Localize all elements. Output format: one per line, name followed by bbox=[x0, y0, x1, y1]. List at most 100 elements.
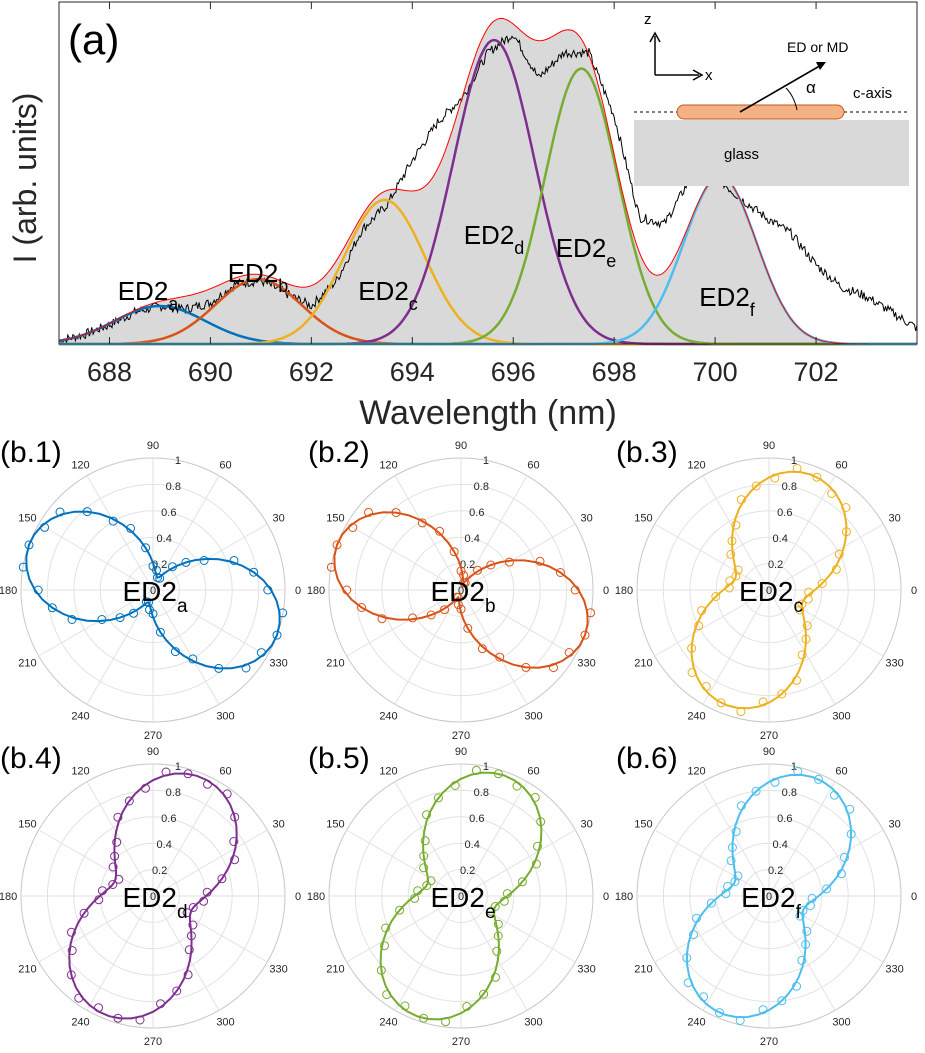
x-tick-label: 698 bbox=[592, 357, 637, 387]
x-tick-label: 702 bbox=[794, 357, 839, 387]
polar-data-point bbox=[183, 769, 193, 779]
polar-data-point bbox=[758, 1005, 768, 1015]
angular-grid bbox=[768, 589, 884, 657]
polar-data-point bbox=[110, 851, 120, 861]
polar-data-point bbox=[422, 810, 431, 820]
polar-data-point bbox=[153, 573, 162, 583]
angle-arc bbox=[785, 87, 798, 111]
angle-tick-label: 270 bbox=[452, 730, 470, 742]
angle-tick-label: 300 bbox=[832, 711, 850, 723]
angle-tick-label: 150 bbox=[18, 513, 36, 525]
polar-data-point bbox=[687, 643, 697, 653]
polar-data-point bbox=[837, 869, 846, 879]
angle-tick-label: 270 bbox=[144, 730, 162, 742]
radial-tick-label: 1 bbox=[791, 455, 797, 467]
polar-data-point bbox=[570, 585, 580, 595]
polar-name-c-subscript: c bbox=[793, 596, 803, 617]
angle-tick-label: 210 bbox=[326, 658, 344, 670]
polar-name-e-base: ED2 bbox=[430, 882, 484, 913]
radial-tick-label: 1 bbox=[483, 761, 489, 773]
polar-data-point bbox=[380, 941, 389, 951]
polar-data-point bbox=[377, 614, 387, 624]
polar-data-point bbox=[697, 606, 707, 616]
polar-data-point bbox=[67, 615, 77, 624]
polar-name-b: ED2b bbox=[430, 576, 495, 617]
angular-grid bbox=[654, 523, 770, 591]
angular-grid bbox=[702, 895, 770, 1011]
radial-zero-label: 0 bbox=[458, 891, 464, 903]
polar-data-point bbox=[795, 605, 805, 615]
polar-panel-c: 0 30 60 90 120 150 180 210 240 270 300 330 0.2 0.4 0.6… bbox=[615, 436, 917, 742]
radial-tick-label: 0.4 bbox=[157, 533, 172, 545]
angle-tick-label: 120 bbox=[379, 459, 397, 471]
polar-data-point bbox=[555, 568, 565, 577]
angle-tick-label: 210 bbox=[326, 964, 344, 976]
polar-data-point bbox=[477, 644, 487, 654]
angular-grid bbox=[394, 475, 462, 591]
angle-tick-label: 120 bbox=[379, 765, 397, 777]
angle-tick-label: 180 bbox=[307, 585, 325, 597]
radial-tick-label: 0.6 bbox=[777, 813, 792, 825]
angle-tick-label: 330 bbox=[269, 658, 287, 670]
polar-data-point bbox=[814, 774, 823, 784]
glass-label: glass bbox=[724, 146, 759, 163]
polar-data-point bbox=[797, 650, 807, 660]
angle-tick-label: 300 bbox=[524, 1017, 542, 1029]
polar-panel-f: 0 30 60 90 120 150 180 210 240 270 300 330 0.2 0.4 0.6… bbox=[615, 742, 917, 1048]
polar-data-point bbox=[491, 972, 500, 982]
polar-data-point bbox=[148, 561, 158, 571]
radial-tick-label: 1 bbox=[791, 761, 797, 773]
polar-data-point bbox=[426, 610, 436, 620]
angle-tick-label: 30 bbox=[272, 513, 284, 525]
polar-data-point bbox=[135, 1015, 145, 1025]
polar-data-point bbox=[97, 615, 107, 624]
angle-tick-label: 330 bbox=[577, 964, 595, 976]
polar-data-point bbox=[453, 600, 463, 610]
peak-label-a: ED2a bbox=[118, 276, 180, 314]
radial-tick-label: 0.2 bbox=[152, 559, 167, 571]
angular-grid bbox=[86, 475, 154, 591]
x-tick-label: 700 bbox=[693, 357, 738, 387]
polar-data-point bbox=[521, 662, 531, 672]
polar-data-point bbox=[94, 1003, 103, 1013]
polar-data-point bbox=[186, 931, 196, 941]
angular-grid bbox=[768, 895, 884, 963]
angular-grid bbox=[86, 781, 154, 897]
x-tick-label: 696 bbox=[491, 357, 536, 387]
polar-data-point bbox=[531, 859, 541, 869]
peak-label-f-base: ED2 bbox=[699, 282, 750, 312]
angle-tick-label: 150 bbox=[326, 819, 344, 831]
x-arrowhead bbox=[692, 69, 704, 81]
angle-tick-label: 180 bbox=[615, 891, 633, 903]
polar-data-point bbox=[536, 817, 546, 827]
angular-grid bbox=[654, 589, 770, 657]
polar-data-point bbox=[241, 663, 251, 673]
angle-tick-label: 90 bbox=[455, 440, 467, 452]
polar-data-point bbox=[459, 570, 469, 580]
angular-grid bbox=[460, 589, 576, 657]
polar-data-point bbox=[801, 940, 811, 949]
angular-grid bbox=[38, 829, 154, 897]
peak-label-a-subscript: a bbox=[168, 294, 179, 314]
polar-data-point bbox=[419, 863, 429, 873]
polar-data-point bbox=[184, 945, 194, 955]
polar-data-point bbox=[40, 522, 50, 532]
angle-tick-label: 60 bbox=[527, 459, 539, 471]
angle-tick-label: 270 bbox=[760, 730, 778, 742]
polar-data-point bbox=[733, 871, 743, 881]
angle-tick-label: 0 bbox=[295, 585, 301, 597]
polar-data-point bbox=[422, 881, 432, 890]
fit-sum-curve bbox=[58, 17, 917, 345]
panel-label: (b.3) bbox=[616, 436, 678, 469]
polar-data-point bbox=[770, 473, 780, 483]
polar-data-point bbox=[777, 689, 787, 699]
measured-spectrum bbox=[58, 35, 918, 345]
peak-label-d-base: ED2 bbox=[464, 220, 515, 250]
polar-name-d-subscript: d bbox=[177, 902, 188, 923]
radial-tick-label: 1 bbox=[175, 455, 181, 467]
angle-tick-label: 180 bbox=[0, 585, 17, 597]
angular-grid bbox=[702, 781, 770, 897]
angular-grid bbox=[460, 829, 576, 897]
polar-data-point bbox=[66, 927, 76, 937]
polar-data-point bbox=[797, 955, 807, 965]
